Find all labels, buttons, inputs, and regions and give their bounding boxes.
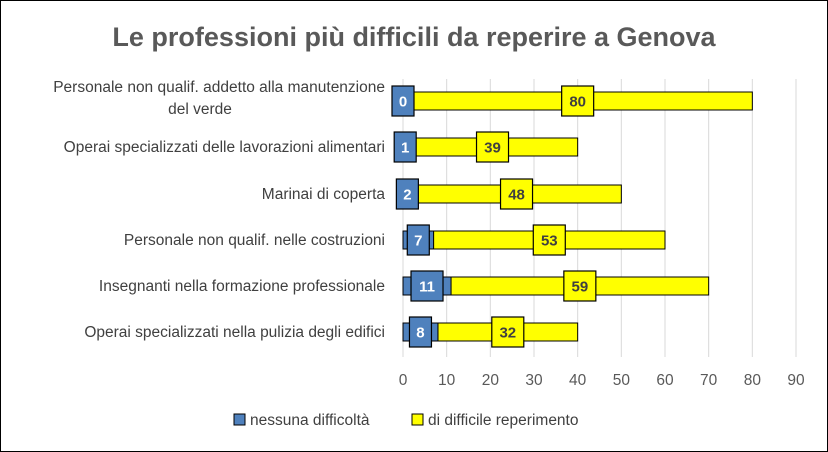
data-label-difficile-reperimento: 59 [572, 279, 589, 296]
data-label-box-difficile-reperimento [499, 178, 534, 210]
data-label-box-difficile-reperimento [532, 224, 566, 256]
x-tick-label: 90 [787, 372, 805, 389]
data-label-box-nessuna-difficolta [406, 224, 430, 256]
x-tick-label: 70 [700, 372, 718, 389]
x-tick-label: 30 [525, 372, 543, 389]
legend-label: nessuna difficoltà [250, 412, 370, 429]
data-label-box-difficile-reperimento [563, 270, 597, 302]
x-tick-label: 40 [569, 372, 587, 389]
data-label-box-difficile-reperimento [491, 316, 525, 348]
x-tick-label: 80 [744, 372, 762, 389]
data-label-nessuna-difficolta: 11 [419, 279, 435, 296]
legend-swatch [233, 413, 246, 426]
data-label-nessuna-difficolta: 8 [416, 325, 424, 342]
x-tick-label: 10 [438, 372, 456, 389]
x-tick-label: 20 [482, 372, 500, 389]
data-label-difficile-reperimento: 48 [508, 187, 525, 204]
category-label: Operai specializzati nella pulizia degli… [84, 324, 385, 341]
data-label-box-nessuna-difficolta [391, 85, 415, 117]
x-tick-label: 50 [613, 372, 631, 389]
data-label-box-nessuna-difficolta [410, 270, 444, 302]
category-label: Marinai di coperta [262, 186, 386, 203]
data-label-difficile-reperimento: 32 [499, 325, 516, 342]
legend-label: di difficile reperimento [428, 412, 578, 429]
category-label: Insegnanti nella formazione professional… [99, 278, 385, 295]
data-label-nessuna-difficolta: 1 [401, 140, 409, 157]
category-labels: Personale non qualif. addetto alla manut… [53, 79, 385, 341]
gridlines [402, 79, 797, 357]
category-label: Personale non qualif. nelle costruzioni [124, 232, 385, 249]
data-label-box-nessuna-difficolta [408, 316, 433, 348]
data-label-difficile-reperimento: 39 [484, 140, 501, 157]
x-tick-labels: 0 10 20 30 40 50 60 70 80 90 [399, 372, 805, 389]
data-labels: 0 80 1 39 2 48 7 53 11 59 8 32 [391, 85, 597, 348]
data-label-difficile-reperimento: 80 [569, 94, 586, 111]
data-label-box-difficile-reperimento [561, 85, 595, 117]
data-label-difficile-reperimento: 53 [541, 233, 558, 250]
data-label-box-nessuna-difficolta [393, 131, 417, 163]
legend-swatch [411, 413, 424, 426]
chart-title: Le professioni più difficili da reperire… [112, 22, 716, 52]
data-label-nessuna-difficolta: 0 [399, 94, 407, 111]
category-label: Operai specializzati delle lavorazioni a… [64, 139, 385, 156]
data-label-nessuna-difficolta: 2 [403, 187, 411, 204]
legend: nessuna difficoltà di difficile reperimen… [233, 412, 578, 429]
category-label: del verde [168, 101, 232, 118]
data-label-nessuna-difficolta: 7 [414, 233, 422, 250]
data-label-box-nessuna-difficolta [395, 178, 419, 210]
data-label-box-difficile-reperimento [475, 131, 510, 163]
x-tick-label: 60 [656, 372, 674, 389]
x-tick-label: 0 [399, 372, 408, 389]
category-label: Personale non qualif. addetto alla manut… [53, 79, 385, 96]
